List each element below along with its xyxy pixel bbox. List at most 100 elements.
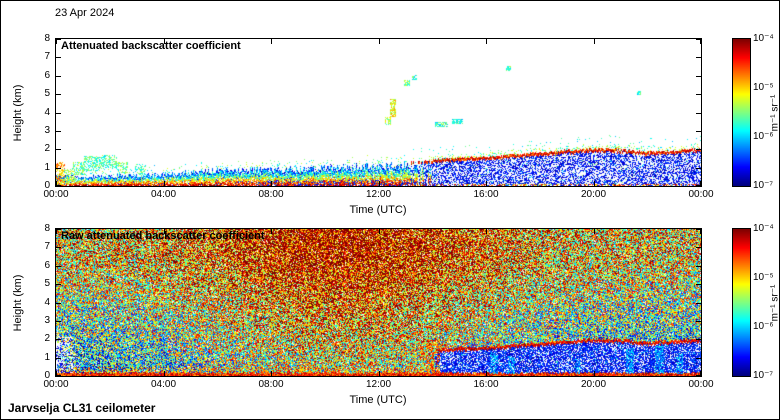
colorbar-gradient-bottom — [733, 229, 750, 376]
attenuated-backscatter-plot: Attenuated backscatter coefficient — [55, 38, 702, 187]
colorbar-top — [732, 38, 751, 187]
axis-tick — [696, 229, 701, 230]
colorbar-bottom — [732, 228, 751, 377]
y-tick-label: 3 — [44, 124, 50, 136]
axis-tick — [696, 185, 701, 186]
axis-tick — [56, 149, 61, 150]
axis-tick — [700, 181, 701, 186]
y-tick-label: 3 — [44, 314, 50, 326]
axis-tick — [271, 181, 272, 186]
x-tick-label: 00:00 — [43, 379, 69, 390]
axis-tick — [696, 303, 701, 304]
y-tick-label: 5 — [44, 88, 50, 100]
axis-tick — [696, 284, 701, 285]
y-tick-label: 0 — [44, 370, 50, 381]
axis-tick — [56, 76, 61, 77]
axis-tick — [700, 229, 701, 234]
y-tick-label: 6 — [44, 259, 50, 271]
axis-tick — [56, 181, 57, 186]
x-tick-label: 08:00 — [258, 379, 284, 390]
x-axis-label-bottom: Time (UTC) — [349, 394, 407, 406]
axis-tick — [486, 229, 487, 234]
axis-tick — [594, 181, 595, 186]
axis-tick — [696, 149, 701, 150]
x-tick-label: 04:00 — [150, 189, 177, 200]
y-tick-label: 8 — [44, 223, 50, 234]
axis-tick — [56, 303, 61, 304]
attenuated-backscatter-heatmap — [56, 39, 701, 186]
y-tick-label: 7 — [44, 241, 50, 253]
y-tick-label: 2 — [44, 143, 50, 155]
axis-tick — [271, 371, 272, 376]
date-label: 23 Apr 2024 — [55, 7, 115, 19]
axis-tick — [164, 39, 165, 44]
axis-tick — [696, 339, 701, 340]
axis-tick — [56, 131, 61, 132]
colorbar-unit-label-bottom: m⁻¹ sr⁻¹ — [769, 284, 780, 322]
axis-tick — [700, 39, 701, 44]
colorbar-tick-label: 10⁻⁷ — [753, 180, 774, 191]
y-tick-label: 6 — [44, 69, 50, 81]
y-tick-label: 5 — [44, 278, 50, 290]
axis-tick — [56, 113, 61, 114]
axis-tick — [696, 76, 701, 77]
axis-tick — [379, 181, 380, 186]
colorbar-tick-label: 10⁻⁵ — [753, 82, 774, 93]
axis-tick — [56, 339, 61, 340]
axis-tick — [594, 371, 595, 376]
axis-tick — [56, 57, 61, 58]
axis-tick — [56, 39, 57, 44]
axis-tick — [56, 375, 61, 376]
raw-panel-title: Raw attenuated backscatter coefficient — [61, 230, 265, 242]
raw-backscatter-plot: Raw attenuated backscatter coefficient — [55, 228, 702, 377]
axis-tick — [56, 247, 61, 248]
axis-tick — [56, 284, 61, 285]
y-axis-label-bottom: Height (km) — [12, 274, 24, 332]
y-tick-label: 1 — [44, 161, 50, 173]
x-tick-label: 04:00 — [150, 379, 177, 390]
axis-tick — [56, 39, 61, 40]
axis-tick — [696, 266, 701, 267]
x-tick-label: 16:00 — [473, 189, 499, 200]
axis-tick — [164, 371, 165, 376]
axis-tick — [696, 131, 701, 132]
x-axis-label-top: Time (UTC) — [349, 204, 407, 216]
x-tick-label: 20:00 — [580, 189, 607, 200]
axis-tick — [696, 321, 701, 322]
raw-backscatter-heatmap — [56, 229, 701, 376]
y-tick-label: 0 — [44, 180, 50, 191]
axis-tick — [56, 94, 61, 95]
colorbar-tick-label: 10⁻⁴ — [753, 223, 774, 234]
axis-tick — [696, 358, 701, 359]
x-tick-label: 20:00 — [580, 379, 607, 390]
axis-tick — [56, 321, 61, 322]
axis-tick — [56, 229, 57, 234]
instrument-label: Jarvselja CL31 ceilometer — [8, 401, 156, 415]
axis-tick — [696, 168, 701, 169]
axis-tick — [56, 358, 61, 359]
axis-tick — [379, 229, 380, 234]
y-tick-label: 8 — [44, 33, 50, 44]
axis-tick — [56, 185, 61, 186]
x-tick-label: 08:00 — [258, 189, 284, 200]
y-tick-label: 4 — [44, 106, 50, 118]
y-tick-label: 2 — [44, 333, 50, 345]
axis-tick — [56, 168, 61, 169]
axis-tick — [271, 39, 272, 44]
axis-tick — [700, 371, 701, 376]
axis-tick — [271, 229, 272, 234]
axis-tick — [164, 181, 165, 186]
axis-tick — [696, 247, 701, 248]
y-tick-label: 1 — [44, 351, 50, 363]
colorbar-gradient-top — [733, 39, 750, 186]
axis-tick — [56, 266, 61, 267]
axis-tick — [56, 229, 61, 230]
axis-tick — [486, 39, 487, 44]
colorbar-tick-label: 10⁻⁴ — [753, 33, 774, 44]
attenuated-panel-title: Attenuated backscatter coefficient — [61, 40, 241, 52]
axis-tick — [594, 229, 595, 234]
x-tick-label: 12:00 — [365, 189, 392, 200]
axis-tick — [594, 39, 595, 44]
axis-tick — [379, 39, 380, 44]
